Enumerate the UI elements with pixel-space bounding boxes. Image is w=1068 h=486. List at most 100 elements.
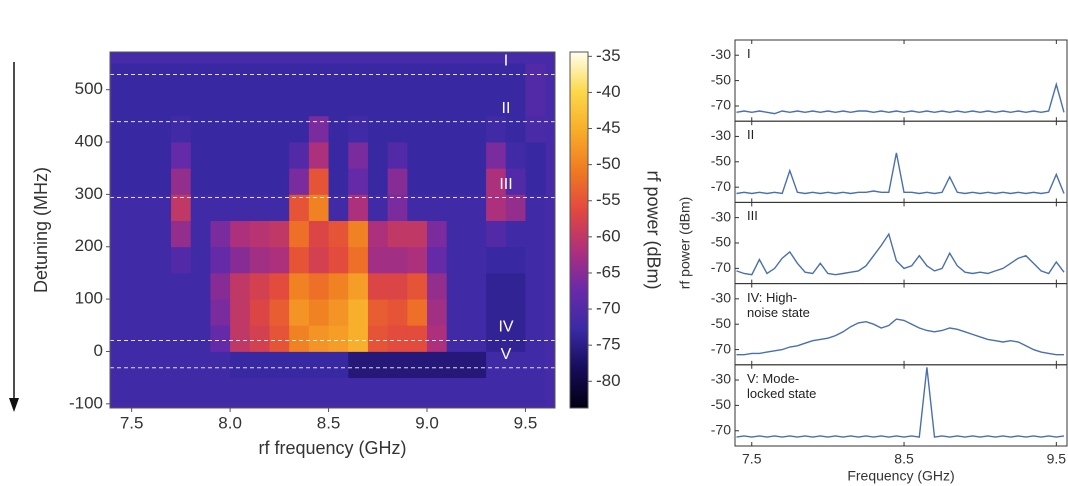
panel-annotation: III xyxy=(747,208,758,224)
heatmap-cell xyxy=(427,168,448,195)
heatmap-cell xyxy=(210,325,231,352)
heatmap-cell xyxy=(269,272,290,300)
heatmap-cell xyxy=(171,115,192,143)
heatmap-cell xyxy=(525,168,546,195)
heatmap-cell xyxy=(328,142,349,169)
panel-annotation-box: V: Mode-locked state xyxy=(747,370,817,401)
heatmap-cell xyxy=(387,194,408,221)
heatmap-cell xyxy=(131,194,152,221)
plot-frame xyxy=(109,51,556,409)
heatmap-cell xyxy=(190,115,211,143)
heatmap-cell xyxy=(387,351,408,379)
y-tick-label: -30 xyxy=(711,208,731,224)
heatmap-cell xyxy=(249,351,270,379)
heatmap-cell xyxy=(446,194,467,221)
heatmap-cell xyxy=(505,89,526,117)
spectrum-line xyxy=(736,367,1065,438)
panel-annotation: V: Mode-locked state xyxy=(747,370,817,401)
heatmap-cell xyxy=(387,63,408,91)
heatmap-cell xyxy=(328,351,349,379)
heatmap-cell xyxy=(289,194,310,221)
heatmap-cell xyxy=(328,272,349,300)
heatmap-cell xyxy=(269,168,290,195)
heatmap-cell xyxy=(446,220,467,248)
heatmap-cell xyxy=(505,377,526,405)
heatmap-cell xyxy=(328,168,349,195)
heatmap-cell xyxy=(328,246,349,274)
heatmap-cell xyxy=(427,89,448,117)
heatmap-cell xyxy=(269,246,290,274)
heatmap-cell xyxy=(505,272,526,300)
heatmap-cell xyxy=(348,246,369,274)
heatmap-cell xyxy=(525,142,546,169)
heatmap-cell xyxy=(525,63,546,91)
heatmap-cell xyxy=(427,115,448,143)
heatmap-cell xyxy=(249,194,270,221)
heatmap-cell xyxy=(151,89,172,117)
heatmap-cell xyxy=(525,89,546,117)
heatmap-cell xyxy=(230,194,251,221)
heatmap-cell xyxy=(348,377,369,405)
heatmap-cell xyxy=(466,142,487,169)
y-tick-label: -70 xyxy=(711,259,731,275)
colorbar-tick-label: -80 xyxy=(596,371,621,390)
heatmap-cell xyxy=(230,351,251,379)
heatmap-cell xyxy=(210,142,231,169)
heatmap-cell xyxy=(387,272,408,300)
heatmap-cell xyxy=(308,63,329,91)
heatmap-cell xyxy=(151,115,172,143)
heatmap-cell xyxy=(348,168,369,195)
x-tick-label: 9.5 xyxy=(514,413,538,432)
heatmap-cell xyxy=(367,299,389,326)
heatmap-cell xyxy=(407,272,428,300)
heatmap-cell xyxy=(151,325,172,352)
heatmap-cell xyxy=(348,351,369,379)
heatmap-cell xyxy=(111,168,133,195)
heatmap-cell xyxy=(328,194,349,221)
colorbar-tick-label: -55 xyxy=(596,190,621,209)
heatmap-cell xyxy=(407,299,428,326)
heatmap-cell xyxy=(111,325,133,352)
colorbar xyxy=(569,51,589,409)
heatmap-cell xyxy=(466,194,487,221)
heatmap-cell xyxy=(387,220,408,248)
y-tick-label: -100 xyxy=(69,393,103,412)
panel-annotation: I xyxy=(747,46,751,61)
heatmap-cell xyxy=(151,351,172,379)
heatmap-cell xyxy=(486,142,507,169)
heatmap-cell xyxy=(427,351,448,379)
heatmap-cell xyxy=(131,142,152,169)
heatmap-cell xyxy=(387,246,408,274)
heatmap-cell xyxy=(249,115,270,143)
heatmap-cell xyxy=(427,142,448,169)
panel-annotation-box: IV: High-noise state xyxy=(747,290,810,320)
heatmap-cell xyxy=(289,272,310,300)
y-tick-label: 100 xyxy=(75,289,103,308)
heatmap-cell xyxy=(446,89,467,117)
heatmap-cell xyxy=(210,168,231,195)
heatmap-cell xyxy=(486,89,507,117)
heatmap-cell xyxy=(466,351,487,379)
heatmap-cell xyxy=(249,220,270,248)
heatmap-cell xyxy=(348,194,369,221)
heatmap-cell xyxy=(387,168,408,195)
heatmap-cell xyxy=(269,142,290,169)
heatmap-cell xyxy=(486,299,507,326)
heatmap-cell xyxy=(171,299,192,326)
panel-annotation-box: III xyxy=(747,208,758,224)
heatmap-cell xyxy=(348,272,369,300)
heatmap-cell xyxy=(171,168,192,195)
heatmap-cell xyxy=(505,63,526,91)
heatmap-cell xyxy=(131,299,152,326)
heatmap-cell xyxy=(486,351,507,379)
y-tick-label: -30 xyxy=(711,290,731,306)
colorbar-tick-label: -60 xyxy=(596,226,621,245)
heatmap-cell xyxy=(525,325,546,352)
heatmap-cell xyxy=(190,325,211,352)
heatmap-cell xyxy=(446,272,467,300)
y-tick-label: -70 xyxy=(711,421,731,437)
y-tick-label: 300 xyxy=(75,184,103,203)
heatmap-cell xyxy=(308,325,329,352)
heatmap-cell xyxy=(505,115,526,143)
heatmap-cell xyxy=(171,246,192,274)
